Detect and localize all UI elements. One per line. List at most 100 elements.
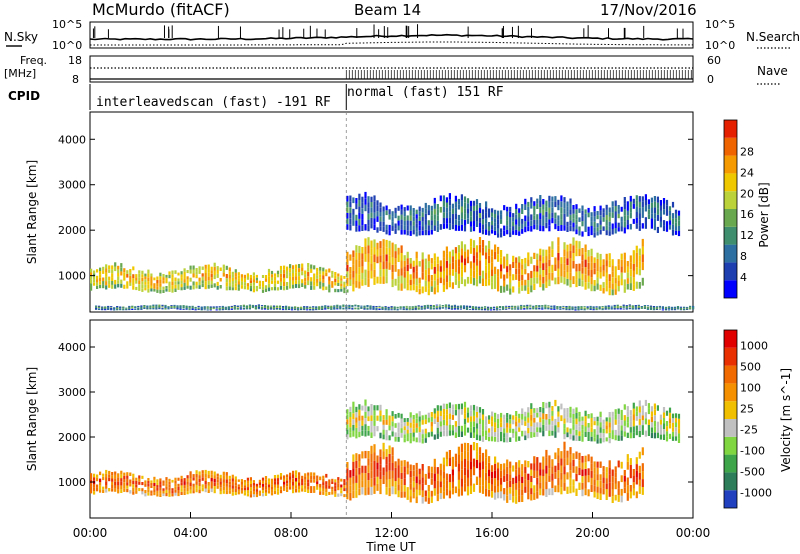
heatmap-cell bbox=[503, 280, 506, 287]
heatmap-cell bbox=[340, 275, 343, 279]
heatmap-cell bbox=[414, 309, 417, 311]
heatmap-cell bbox=[379, 221, 382, 227]
heatmap-cell bbox=[439, 426, 442, 432]
heatmap-cell bbox=[589, 307, 592, 309]
heatmap-cell bbox=[162, 280, 165, 284]
heatmap-cell bbox=[105, 485, 108, 489]
heatmap-cell bbox=[575, 424, 578, 430]
heatmap-cell bbox=[563, 413, 566, 419]
heatmap-cell bbox=[545, 425, 548, 431]
heatmap-cell bbox=[456, 306, 459, 308]
heatmap-cell bbox=[474, 308, 478, 309]
heatmap-cell bbox=[521, 228, 524, 234]
heatmap-cell bbox=[664, 306, 668, 308]
heatmap-cell bbox=[590, 225, 593, 231]
heatmap-cell bbox=[120, 279, 123, 284]
heatmap-cell bbox=[203, 309, 206, 311]
heatmap-cell bbox=[336, 306, 339, 308]
heatmap-cell bbox=[616, 304, 619, 306]
heatmap-cell bbox=[635, 200, 638, 207]
heatmap-cell bbox=[629, 491, 632, 499]
heatmap-cell bbox=[560, 451, 563, 459]
heatmap-cell bbox=[394, 487, 397, 495]
heatmap-cell bbox=[569, 214, 572, 221]
heatmap-cell bbox=[388, 248, 391, 256]
heatmap-cell bbox=[105, 473, 108, 478]
heatmap-cell bbox=[433, 225, 436, 231]
y-tick-label: 4000 bbox=[58, 341, 86, 354]
heatmap-cell bbox=[497, 215, 500, 220]
heatmap-cell bbox=[541, 307, 544, 309]
heatmap-cell bbox=[286, 266, 289, 271]
heatmap-cell bbox=[275, 306, 279, 308]
heatmap-cell bbox=[671, 229, 675, 236]
heatmap-cell bbox=[448, 257, 451, 264]
heatmap-cell bbox=[146, 306, 149, 308]
heatmap-cell bbox=[539, 422, 542, 428]
heatmap-cell bbox=[481, 469, 485, 478]
heatmap-cell bbox=[472, 432, 476, 438]
heatmap-cell bbox=[469, 421, 473, 427]
heatmap-cell bbox=[424, 269, 427, 276]
heatmap-cell bbox=[333, 308, 336, 310]
heatmap-cell bbox=[560, 403, 563, 410]
noise-left-tick-top: 10^5 bbox=[52, 18, 82, 31]
heatmap-cell bbox=[183, 488, 186, 492]
heatmap-cell bbox=[599, 474, 602, 481]
heatmap-cell bbox=[143, 305, 146, 306]
heatmap-cell bbox=[593, 485, 596, 492]
heatmap-cell bbox=[578, 426, 581, 432]
heatmap-cell bbox=[352, 197, 355, 204]
heatmap-cell bbox=[403, 266, 406, 272]
heatmap-cell bbox=[388, 420, 391, 426]
heatmap-cell bbox=[515, 416, 518, 422]
heatmap-cell bbox=[587, 226, 590, 232]
heatmap-cell bbox=[146, 307, 149, 309]
heatmap-cell bbox=[494, 274, 497, 282]
heatmap-cell bbox=[159, 487, 162, 491]
heatmap-cell bbox=[647, 214, 650, 219]
heatmap-cell bbox=[412, 278, 415, 285]
heatmap-cell bbox=[346, 414, 349, 420]
heatmap-cell bbox=[349, 492, 352, 501]
heatmap-cell bbox=[301, 485, 304, 489]
heatmap-cell bbox=[304, 482, 307, 486]
heatmap-cell bbox=[602, 466, 605, 472]
heatmap-cell bbox=[625, 305, 628, 307]
heatmap-cell bbox=[430, 472, 433, 479]
heatmap-cell bbox=[506, 466, 509, 474]
heatmap-cell bbox=[503, 437, 506, 443]
heatmap-cell bbox=[472, 442, 476, 451]
colorbar-swatch bbox=[724, 226, 737, 245]
heatmap-cell bbox=[503, 469, 506, 476]
heatmap-cell bbox=[144, 282, 147, 285]
heatmap-cell bbox=[629, 471, 632, 479]
heatmap-cell bbox=[192, 477, 195, 481]
heatmap-cell bbox=[382, 442, 385, 451]
heatmap-cell bbox=[548, 225, 551, 232]
heatmap-cell bbox=[348, 304, 351, 306]
heatmap-cell bbox=[358, 218, 361, 226]
heatmap-cell bbox=[518, 418, 521, 423]
heatmap-cell bbox=[496, 308, 499, 310]
heatmap-cell bbox=[647, 204, 650, 210]
heatmap-cell bbox=[370, 454, 373, 463]
heatmap-cell bbox=[239, 305, 242, 307]
heatmap-cell bbox=[406, 425, 409, 430]
heatmap-cell bbox=[466, 427, 470, 433]
heatmap-cell bbox=[391, 416, 394, 422]
heatmap-cell bbox=[423, 305, 426, 307]
heatmap-cell bbox=[339, 306, 342, 308]
heatmap-cell bbox=[581, 205, 584, 211]
heatmap-cell bbox=[185, 307, 188, 309]
heatmap-cell bbox=[617, 435, 620, 441]
heatmap-cell bbox=[584, 475, 587, 483]
heatmap-cell bbox=[147, 273, 150, 278]
heatmap-cell bbox=[219, 491, 222, 495]
heatmap-cell bbox=[494, 412, 497, 418]
heatmap-cell bbox=[93, 487, 96, 492]
heatmap-cell bbox=[346, 212, 349, 219]
heatmap-cell bbox=[563, 208, 566, 214]
heatmap-cell bbox=[583, 308, 586, 310]
